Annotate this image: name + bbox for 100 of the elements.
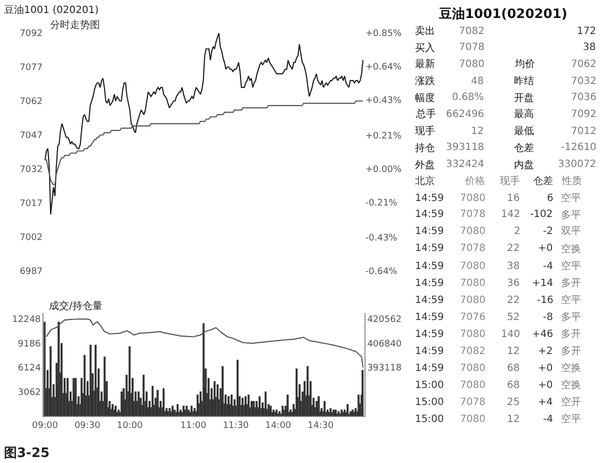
x-tick-label: 14:00 bbox=[265, 420, 292, 431]
chart-subtitle: 分时走势图 bbox=[50, 19, 100, 31]
text: 38 bbox=[583, 42, 596, 53]
text: 空换 bbox=[561, 379, 581, 391]
y-tick-label: 3062 bbox=[18, 388, 41, 398]
x-tick-label: 11:30 bbox=[222, 420, 250, 431]
y2-tick-label: -0.64% bbox=[365, 267, 398, 278]
text: 总手 bbox=[415, 108, 436, 120]
text: 豆油1001(020201) bbox=[438, 7, 568, 22]
text: 7080 bbox=[459, 59, 484, 70]
y2-tick-label: +0.43% bbox=[365, 96, 402, 106]
text: 14:59 bbox=[415, 312, 444, 323]
y2-tick-label: +0.64% bbox=[365, 62, 402, 73]
text: 买入 bbox=[415, 42, 435, 54]
text: 15:00 bbox=[415, 414, 444, 425]
text: 幅度 bbox=[415, 92, 435, 104]
text: 最低 bbox=[514, 126, 534, 137]
text: 均价 bbox=[514, 58, 535, 70]
y-tick-label: 6124 bbox=[18, 364, 42, 374]
y-tick-label: 12248 bbox=[12, 315, 42, 326]
text: 332424 bbox=[446, 159, 484, 170]
caption: 图3-25 bbox=[4, 446, 50, 461]
text: 7080 bbox=[460, 261, 486, 272]
x-tick-label: 09:00 bbox=[32, 420, 58, 431]
text: 空换 bbox=[561, 243, 581, 255]
text: 空平 bbox=[561, 260, 581, 272]
text: 昨结 bbox=[514, 75, 534, 87]
y-tick-label: 7062 bbox=[20, 97, 43, 108]
text: 7080 bbox=[460, 226, 486, 237]
text: 14:59 bbox=[415, 243, 444, 254]
text: 14:59 bbox=[415, 363, 444, 374]
x-tick-label: 11:00 bbox=[180, 420, 207, 431]
text: 涨跌 bbox=[415, 75, 435, 87]
text: 7080 bbox=[460, 414, 486, 425]
text: 空开 bbox=[561, 396, 581, 408]
text: 14:59 bbox=[415, 346, 444, 357]
y2-tick-label: +0.85% bbox=[365, 29, 402, 40]
text: -4 bbox=[543, 261, 553, 272]
y2-tick-label: 406840 bbox=[367, 339, 402, 350]
y-tick-label: 7047 bbox=[20, 131, 43, 142]
text: 14:59 bbox=[415, 278, 444, 289]
text: 7080 bbox=[460, 380, 486, 391]
text: 52 bbox=[507, 312, 520, 323]
y-tick-label: 7017 bbox=[20, 199, 43, 210]
x-tick-label: 14:30 bbox=[308, 420, 334, 431]
y2-tick-label: 393118 bbox=[367, 364, 402, 374]
text: 14:59 bbox=[415, 295, 444, 306]
text: 7082 bbox=[460, 346, 486, 357]
text: -102 bbox=[530, 209, 553, 220]
text: 空平 bbox=[561, 413, 581, 425]
text: 7080 bbox=[460, 295, 486, 306]
text: 16 bbox=[507, 193, 520, 204]
text: -2 bbox=[543, 226, 553, 237]
text: +2 bbox=[538, 346, 553, 357]
text: 7078 bbox=[460, 397, 486, 408]
x-tick-label: 09:30 bbox=[74, 420, 101, 431]
text: -16 bbox=[537, 295, 554, 306]
text: 22 bbox=[507, 295, 520, 306]
text: 空平 bbox=[561, 294, 581, 306]
text: 7012 bbox=[571, 126, 596, 137]
text: 持仓 bbox=[415, 142, 435, 154]
text: 7078 bbox=[460, 209, 486, 220]
text: 14:59 bbox=[415, 261, 444, 272]
text: +0 bbox=[538, 380, 553, 391]
y-tick-label: 6987 bbox=[20, 267, 43, 278]
text: 12 bbox=[507, 414, 520, 425]
text: 价格 bbox=[464, 175, 485, 187]
text: -4 bbox=[543, 414, 553, 425]
text: 393118 bbox=[446, 142, 484, 153]
text: 多开 bbox=[561, 328, 581, 340]
text: 7080 bbox=[460, 329, 486, 340]
text: 2 bbox=[514, 226, 520, 237]
text: 7080 bbox=[460, 278, 486, 289]
text: 0.68% bbox=[452, 92, 484, 103]
text: 多平 bbox=[561, 209, 581, 221]
text: 多开 bbox=[561, 345, 581, 357]
y-tick-label: 7092 bbox=[20, 29, 43, 40]
text: 12 bbox=[471, 126, 484, 137]
text: 仓差 bbox=[514, 142, 534, 154]
text: 68 bbox=[507, 363, 520, 374]
text: 662496 bbox=[446, 109, 484, 120]
text: 卖出 bbox=[415, 25, 435, 37]
text: 140 bbox=[501, 329, 520, 340]
text: +0 bbox=[538, 363, 553, 374]
text: 7092 bbox=[571, 109, 596, 120]
text: 48 bbox=[471, 76, 484, 87]
y2-tick-label: -0.43% bbox=[365, 234, 398, 244]
y2-tick-label: +0.00% bbox=[365, 164, 402, 175]
text: 22 bbox=[507, 243, 520, 254]
text: 7082 bbox=[459, 26, 484, 37]
text: 15:00 bbox=[415, 380, 444, 391]
text: 双平 bbox=[561, 226, 581, 237]
text: 15:00 bbox=[415, 397, 444, 408]
text: 最新 bbox=[415, 58, 435, 70]
text: 36 bbox=[507, 278, 520, 289]
text: 空平 bbox=[561, 192, 581, 204]
text: 最高 bbox=[514, 108, 534, 120]
text: -8 bbox=[543, 312, 553, 323]
text: 北京 bbox=[415, 175, 435, 187]
text: 14:59 bbox=[415, 209, 444, 220]
